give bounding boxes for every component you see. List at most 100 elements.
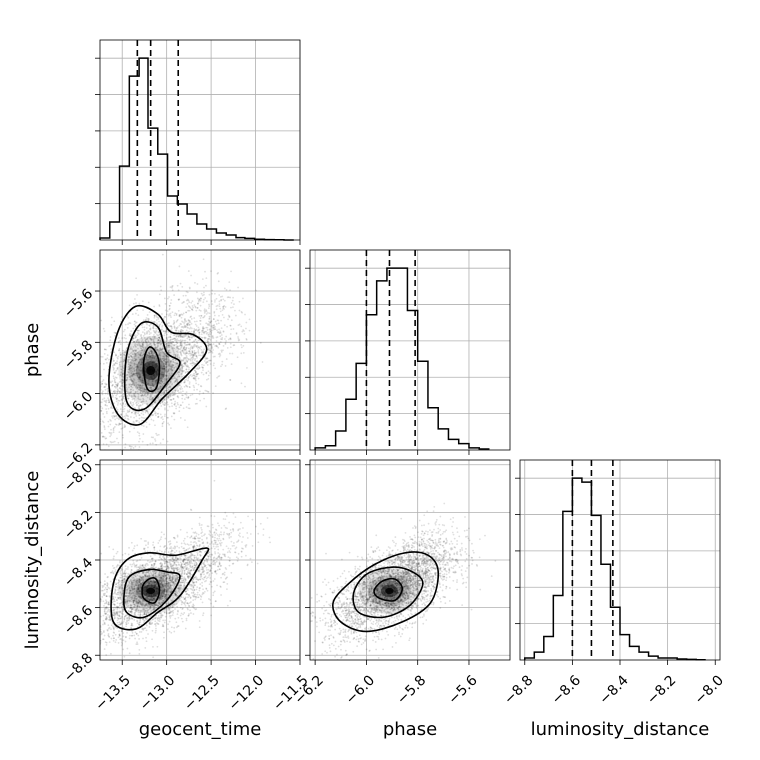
sample-point <box>161 326 163 328</box>
sample-point <box>222 298 225 301</box>
sample-point <box>184 319 187 322</box>
sample-point <box>125 340 128 343</box>
sample-point <box>135 404 138 407</box>
sample-point <box>221 309 224 312</box>
sample-point <box>175 321 178 323</box>
sample-point <box>153 400 156 403</box>
sample-point <box>227 314 230 317</box>
sample-point <box>183 345 186 348</box>
sample-point <box>116 384 119 387</box>
sample-point <box>131 503 133 505</box>
sample-point <box>242 297 244 300</box>
sample-point <box>95 616 97 618</box>
sample-point <box>157 416 159 418</box>
sample-point <box>138 414 141 417</box>
sample-point <box>141 394 144 397</box>
sample-point <box>208 553 211 556</box>
sample-point <box>175 346 178 348</box>
sample-point <box>164 358 167 361</box>
sample-point <box>189 338 191 341</box>
sample-point <box>200 349 203 351</box>
sample-point <box>151 379 154 382</box>
sample-point <box>182 365 185 368</box>
sample-point <box>197 350 200 353</box>
sample-point <box>181 335 183 338</box>
sample-point <box>208 328 211 331</box>
sample-point <box>133 416 135 419</box>
sample-point <box>240 346 243 349</box>
sample-point <box>175 373 177 376</box>
sample-point <box>142 394 145 397</box>
sample-point <box>183 326 186 329</box>
sample-point <box>160 416 163 419</box>
sample-point <box>138 376 141 379</box>
sample-point <box>150 388 153 391</box>
sample-point <box>132 337 135 340</box>
sample-point <box>161 380 164 383</box>
sample-point <box>231 299 234 302</box>
sample-point <box>106 357 109 360</box>
sample-point <box>154 624 157 627</box>
sample-point <box>116 397 118 400</box>
sample-point <box>181 620 184 623</box>
sample-point <box>132 372 135 375</box>
sample-point <box>132 373 134 376</box>
sample-point <box>208 324 211 327</box>
sample-point <box>144 319 147 321</box>
sample-point <box>153 335 156 338</box>
sample-point <box>114 385 116 388</box>
sample-point <box>200 292 203 295</box>
sample-point <box>157 342 160 345</box>
sample-point <box>171 285 174 287</box>
sample-point <box>199 299 202 302</box>
sample-point <box>149 328 152 331</box>
sample-point <box>204 389 207 392</box>
sample-point <box>121 630 123 632</box>
sample-point <box>108 401 111 403</box>
sample-point <box>101 355 104 358</box>
sample-point <box>133 362 136 365</box>
sample-point <box>179 351 181 354</box>
sample-point <box>195 309 198 312</box>
sample-point <box>164 302 167 305</box>
sample-point <box>75 590 77 592</box>
sample-point <box>202 258 205 261</box>
sample-point <box>191 358 194 361</box>
sample-point <box>102 390 104 393</box>
sample-point <box>139 379 142 381</box>
sample-point <box>181 375 184 378</box>
sample-point <box>122 403 125 406</box>
sample-point <box>174 354 177 356</box>
sample-point <box>104 385 107 388</box>
sample-point <box>142 335 145 337</box>
sample-point <box>197 302 199 305</box>
sample-point <box>163 370 166 372</box>
sample-point <box>111 570 114 573</box>
sample-point <box>122 406 124 408</box>
sample-point <box>93 466 95 468</box>
sample-point <box>237 336 239 338</box>
sample-point <box>91 634 93 636</box>
sample-point <box>103 386 106 388</box>
sample-point <box>183 379 186 382</box>
sample-point <box>157 339 159 342</box>
sample-point <box>122 349 124 352</box>
sample-point <box>206 326 209 329</box>
sample-point <box>142 410 145 413</box>
sample-point <box>171 289 174 292</box>
sample-point <box>115 415 118 417</box>
sample-point <box>104 348 106 351</box>
sample-point <box>212 580 215 582</box>
sample-point <box>154 631 157 634</box>
sample-point <box>179 556 181 558</box>
sample-point <box>157 339 160 342</box>
sample-point <box>153 316 156 319</box>
sample-point <box>219 310 222 313</box>
sample-point <box>160 348 163 351</box>
sample-point <box>173 403 176 406</box>
sample-point <box>121 365 124 368</box>
sample-point <box>141 357 144 360</box>
sample-point <box>161 313 163 315</box>
sample-point <box>177 326 179 328</box>
